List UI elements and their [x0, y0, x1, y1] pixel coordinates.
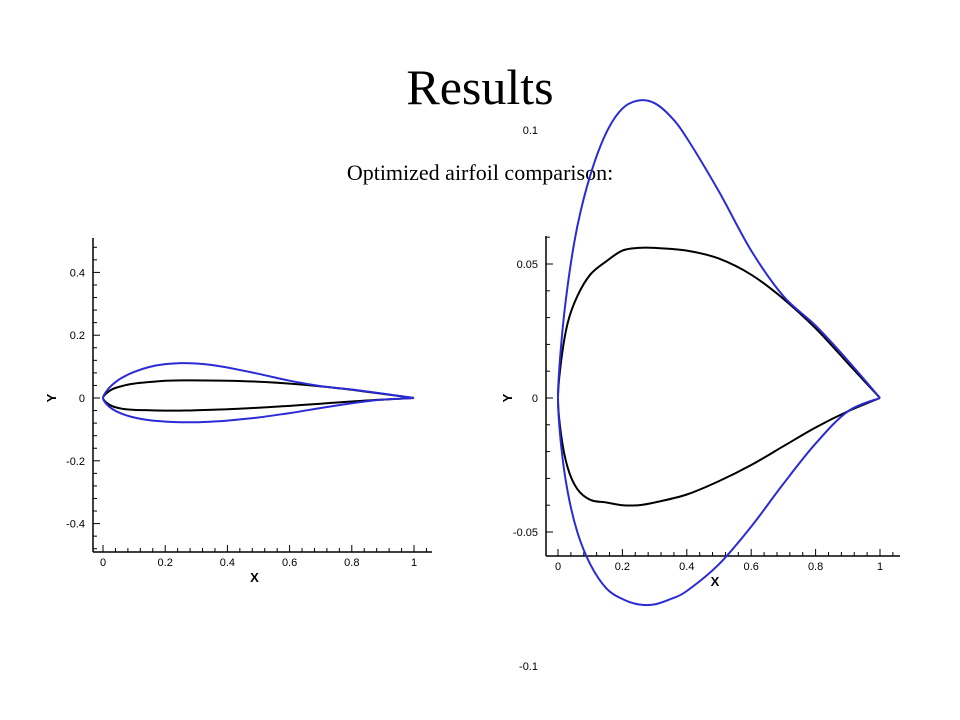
x-tick-label: 0: [555, 561, 561, 573]
x-tick-label: 0.4: [679, 561, 694, 573]
x-tick-label: 1: [877, 561, 883, 573]
y-tick-label: 0: [79, 393, 85, 405]
y-tick-label: 0: [532, 393, 538, 405]
x-tick-label: 0.2: [615, 561, 630, 573]
x-tick-label: 0: [100, 557, 106, 569]
y-tick-label: -0.05: [513, 527, 538, 539]
x-tick-label: 0.8: [344, 557, 359, 569]
y-tick-label: -0.1: [519, 661, 538, 673]
baseline-airfoil-line: [556, 246, 881, 507]
x-tick-label: 1: [411, 557, 417, 569]
y-tick-label: 0.1: [523, 125, 538, 137]
y-axis-title: Y: [500, 393, 515, 402]
slide-subtitle: Optimized airfoil comparison:: [346, 160, 614, 185]
x-tick-label: 0.4: [220, 557, 235, 569]
y-tick-label: -0.2: [66, 456, 85, 468]
optimized-airfoil-line: [556, 99, 881, 607]
slide-title: Results: [406, 59, 554, 115]
optimized-airfoil-line: [101, 362, 415, 424]
y-tick-label: 0.05: [517, 259, 538, 271]
y-tick-label: 0.4: [70, 267, 85, 279]
x-axis-title: X: [711, 574, 720, 589]
y-axis-title: Y: [44, 393, 59, 402]
x-tick-label: 0.6: [744, 561, 759, 573]
x-tick-label: 0.8: [808, 561, 823, 573]
x-axis-title: X: [250, 570, 259, 585]
x-tick-label: 0.6: [282, 557, 297, 569]
y-tick-label: -0.4: [66, 519, 85, 531]
x-tick-label: 0.2: [158, 557, 173, 569]
y-tick-label: 0.2: [70, 330, 85, 342]
